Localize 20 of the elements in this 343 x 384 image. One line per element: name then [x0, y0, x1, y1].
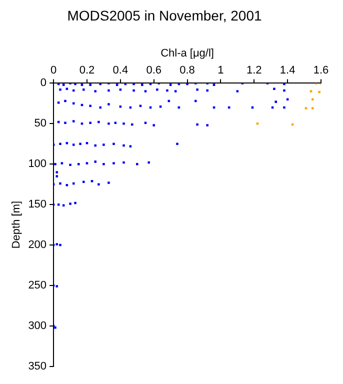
x-tick-label: 0.2 — [79, 64, 95, 77]
y-tick-label: 50 — [34, 118, 47, 130]
x-tick-label: 1.4 — [280, 64, 296, 77]
y-tick-label: 350 — [28, 360, 47, 372]
y-axis-title: Depth [m] — [10, 200, 23, 249]
y-tick-label: 150 — [28, 198, 47, 211]
y-tick-label: 200 — [28, 239, 47, 252]
x-tick-label: 0 — [50, 64, 57, 77]
y-tick-label: 300 — [28, 320, 47, 332]
y-tick-label: 100 — [28, 158, 47, 170]
x-tick-label: 0.6 — [146, 64, 162, 77]
x-tick-label: 1 — [218, 64, 224, 77]
x-tick-label: 1.6 — [313, 64, 329, 77]
y-tick-label: 0 — [40, 77, 47, 90]
chart-title: MODS2005 in November, 2001 — [67, 7, 262, 24]
y-tick-label: 250 — [28, 280, 47, 292]
x-tick-label: 0.8 — [180, 64, 195, 77]
x-axis-title: Chl-a [μg/l] — [160, 47, 214, 60]
x-tick-label: 1.2 — [246, 64, 262, 77]
x-tick-label: 0.4 — [112, 64, 128, 77]
